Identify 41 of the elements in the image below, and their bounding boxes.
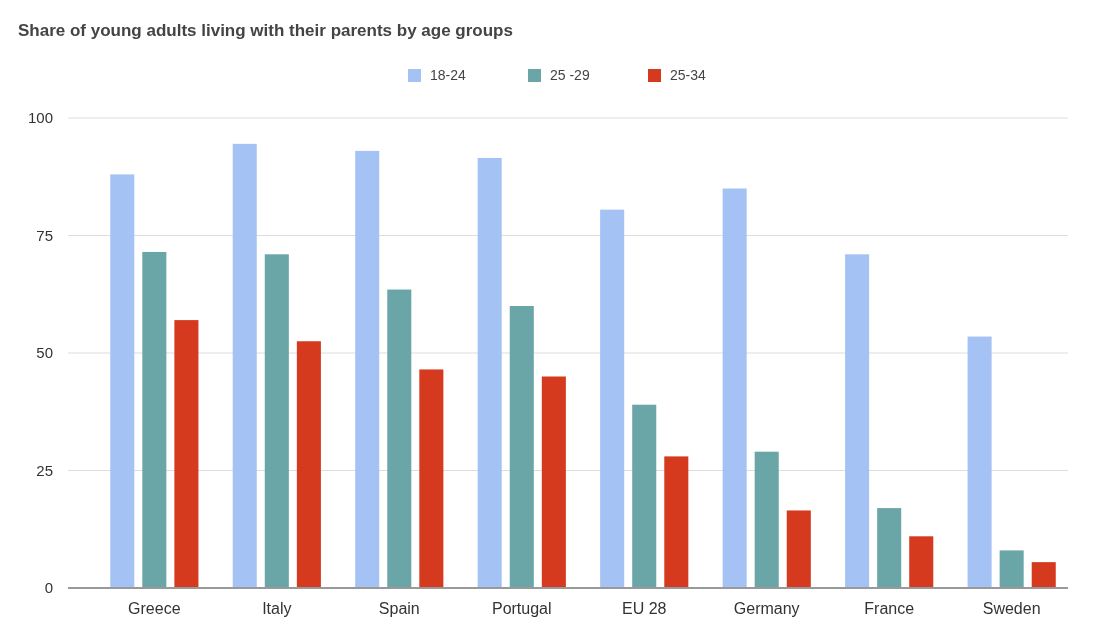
- bar: [722, 188, 747, 588]
- y-tick-label: 100: [27, 109, 53, 127]
- x-tick-label: Greece: [128, 600, 181, 617]
- bar: [909, 536, 934, 588]
- y-tick-label: 0: [44, 579, 53, 597]
- bar: [999, 550, 1024, 588]
- chart-title: Share of young adults living with their parents by age groups: [18, 21, 513, 40]
- bar: [754, 451, 779, 588]
- y-tick-label: 50: [36, 344, 53, 362]
- bar: [967, 336, 992, 588]
- x-tick-label: Spain: [378, 600, 420, 617]
- x-tick-label: Portugal: [491, 600, 552, 617]
- bar: [632, 404, 657, 588]
- bar: [600, 209, 625, 588]
- bar: [232, 143, 257, 588]
- x-tick-label: France: [864, 600, 915, 617]
- bar: [845, 254, 870, 588]
- bar: [264, 254, 289, 588]
- bar: [877, 508, 902, 588]
- bar: [541, 376, 566, 588]
- bar: [142, 251, 167, 588]
- bar: [387, 289, 412, 588]
- bar: [110, 174, 135, 588]
- bar: [664, 456, 689, 588]
- bar: [786, 510, 811, 588]
- bar: [355, 150, 380, 588]
- bar: [509, 306, 534, 588]
- x-tick-label: EU 28: [622, 600, 667, 617]
- x-tick-label: Sweden: [982, 600, 1041, 617]
- legend-label: 25-34: [670, 67, 707, 83]
- y-tick-label: 25: [36, 461, 53, 479]
- bar: [296, 341, 321, 588]
- bar: [1031, 562, 1056, 588]
- x-tick-label: Italy: [262, 600, 292, 617]
- x-tick-label: Germany: [733, 600, 800, 617]
- bar: [419, 369, 444, 588]
- legend-label: 25 -29: [550, 67, 590, 83]
- bar: [477, 157, 502, 588]
- y-tick-label: 75: [36, 226, 53, 244]
- legend-label: 18-24: [430, 67, 467, 83]
- bar: [174, 320, 199, 588]
